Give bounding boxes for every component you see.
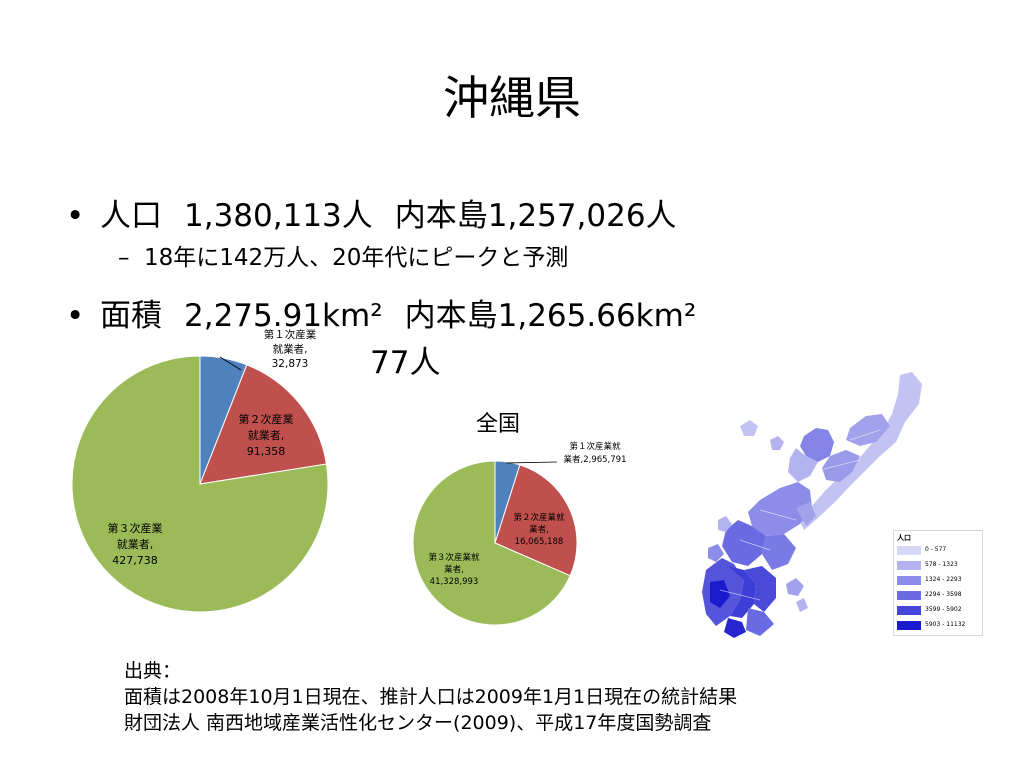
forecast-text: 18年に142万人、20年代にピークと予測 [144,245,569,271]
population-label: 人口 [100,198,162,234]
third-bullet-visible-text: 77人 [370,345,441,381]
population-main-island: 内本島1,257,026人 [394,198,677,234]
area-value: 2,275.91km² [184,298,383,334]
bullet-marker: • [66,198,85,234]
okinawa-pie-label-3: 第３次産業就業者, 427,738 [108,521,163,567]
area-main-island: 内本島1,265.66km² [404,298,697,334]
map-southern-region [702,516,808,638]
okinawa-pie-slice-2 [199,364,328,485]
national-chart-title: 全国 [476,412,521,437]
legend-swatch [897,621,921,630]
national-pie-slice-3 [412,460,571,626]
legend-range: 3599 - 5902 [925,606,962,613]
legend-swatch [897,591,921,600]
legend-row: 0 - 577 [897,545,981,556]
legend-title: 人口 [897,534,911,542]
legend-row: 1324 - 2293 [897,575,981,586]
legend-range: 0 - 577 [925,546,947,553]
bullet-marker: • [66,298,85,334]
legend-row: 2294 - 3598 [897,590,981,601]
source-line-area-date: 面積は2008年10月1日現在、推計人口は2009年1月1日現在の統計結果 [124,686,738,708]
legend-swatch [897,576,921,585]
bullet-third-partial: 77人 [100,337,440,382]
map-legend: 人口 0 - 577 578 - 1323 1324 - 2293 2294 -… [893,530,983,636]
legend-swatch [897,606,921,615]
okinawa-pie-slice-3 [71,355,329,613]
okinawa-pie-label-2: 第２次産業就業者, 91,358 [239,412,294,458]
okinawa-population-map [702,372,922,638]
legend-row: 5903 - 11132 [897,620,981,631]
legend-swatch [897,546,921,555]
sub-dash: – [118,245,130,271]
legend-row: 578 - 1323 [897,560,981,571]
slide-title: 沖縄県 [443,71,581,125]
area-label: 面積 [100,298,162,334]
national-pie-label-3: 第３次産業就業者, 41,328,993 [428,552,480,587]
national-leader-line [505,461,558,464]
okinawa-leader-line [219,356,242,371]
map-central-region [722,482,816,570]
national-pie-label-2: 第２次産業就業者, 16,065,188 [513,512,565,547]
population-value: 1,380,113人 [184,198,373,234]
national-pie-slice-2 [494,464,578,577]
source-heading: 出典： [124,660,182,682]
legend-row: 3599 - 5902 [897,605,981,616]
legend-range: 578 - 1323 [925,561,958,568]
national-pie-label-1: 第１次産業就業者,2,965,791 [564,441,627,465]
okinawa-pie-label-1: 第１次産業就業者, 32,873 [264,328,317,370]
map-northern-region [740,372,922,530]
source-line-publisher: 財団法人 南西地域産業活性化センター(2009)、平成17年度国勢調査 [124,712,712,734]
bullet-area: • 面積 2,275.91km² 内本島1,265.66km² [66,290,696,335]
legend-range: 2294 - 3598 [925,591,962,598]
sub-bullet-forecast: –18年に142万人、20年代にピークと予測 [118,238,568,272]
legend-range: 1324 - 2293 [925,576,962,583]
legend-range: 5903 - 11132 [925,621,966,628]
legend-swatch [897,561,921,570]
bullet-population: • 人口 1,380,113人 内本島1,257,026人 [66,190,677,235]
source-notes: 出典： 面積は2008年10月1日現在、推計人口は2009年1月1日現在の統計結… [124,658,737,736]
